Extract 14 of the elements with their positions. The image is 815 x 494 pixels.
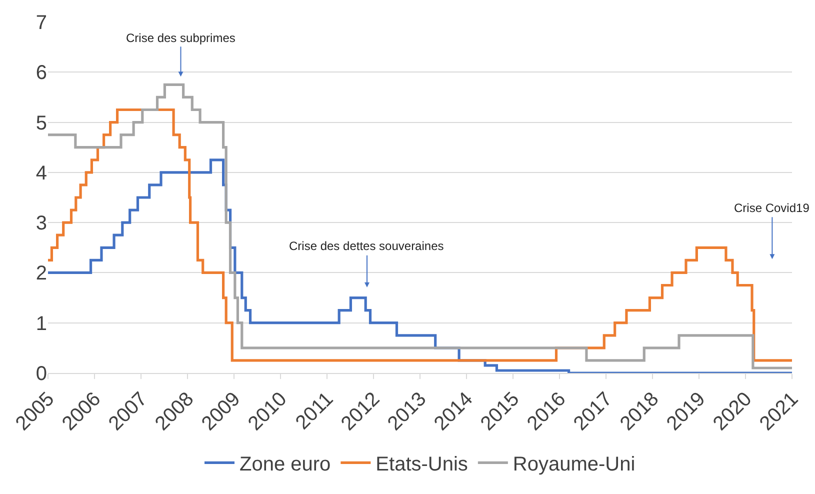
y-tick-label: 0: [36, 363, 47, 385]
y-tick-label: 5: [36, 112, 47, 134]
y-tick-label: 4: [36, 162, 47, 184]
annotation: Crise des dettes souveraines: [289, 239, 444, 253]
y-tick-label: 3: [36, 212, 47, 235]
y-tick-label: 1: [36, 312, 47, 335]
legend-label: Royaume-Uni: [512, 454, 636, 476]
annotation: Crise des subprimes: [126, 31, 236, 45]
y-tick-label: 2: [36, 262, 47, 285]
y-tick-label: 7: [36, 12, 47, 34]
y-tick-label: 6: [36, 62, 47, 84]
legend-label: Etats-Unis: [376, 454, 468, 476]
annotation: Crise Covid19: [734, 201, 810, 215]
legend-label: Zone euro: [240, 454, 331, 476]
